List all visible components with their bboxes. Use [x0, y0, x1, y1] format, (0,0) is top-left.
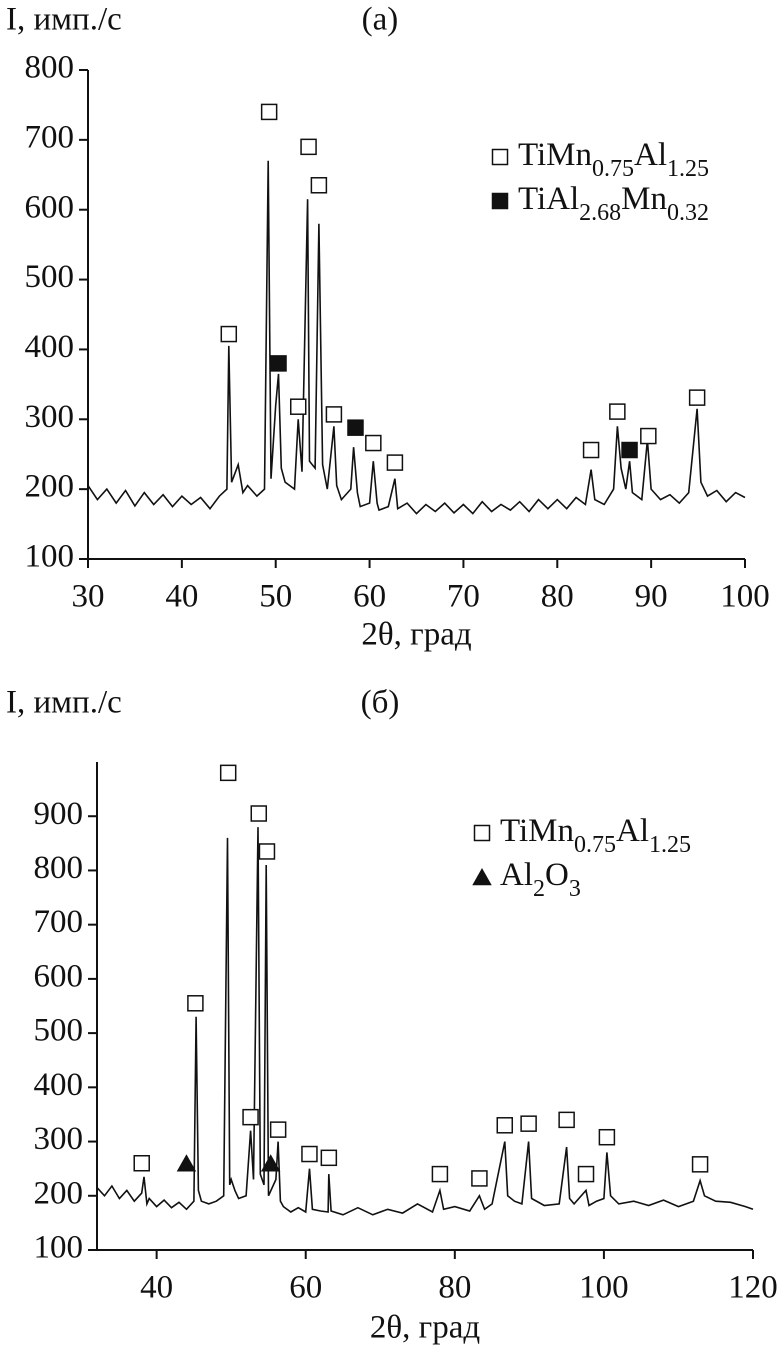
- peak-marker: [609, 403, 626, 420]
- peak-marker: [431, 1165, 449, 1183]
- peak-marker: [347, 419, 364, 436]
- peak-marker: [365, 434, 382, 452]
- x-tick-label: 80: [541, 579, 574, 615]
- peak-marker: [688, 389, 706, 406]
- y-tick-label: 800: [34, 850, 84, 886]
- y-tick-label: 500: [34, 1013, 84, 1049]
- chart-title: (a): [362, 2, 399, 38]
- y-tick-label: 400: [34, 1067, 84, 1103]
- peak-marker: [269, 1121, 287, 1138]
- x-tick-label: 80: [438, 1270, 471, 1306]
- y-tick-label: 300: [25, 399, 75, 435]
- diffraction-pattern: [87, 160, 746, 515]
- y-axis-label: I, имп./с: [6, 2, 122, 38]
- legend-symbol: [472, 868, 492, 886]
- peak-marker: [133, 1154, 150, 1172]
- peak-marker: [577, 1165, 595, 1183]
- peak-marker: [242, 1108, 259, 1126]
- x-tick-label: 120: [728, 1270, 778, 1306]
- peak-marker: [582, 441, 600, 459]
- x-tick-label: 60: [289, 1270, 322, 1306]
- peak-marker: [270, 355, 287, 372]
- y-tick-label: 700: [25, 119, 75, 155]
- x-axis-label: 2θ, град: [361, 617, 471, 653]
- peak-marker: [250, 805, 268, 822]
- chart-title: (б): [361, 685, 400, 721]
- y-tick-label: 600: [34, 958, 84, 994]
- peak-marker: [496, 1117, 514, 1134]
- x-tick-label: 30: [72, 579, 105, 615]
- x-tick-label: 100: [579, 1270, 629, 1306]
- x-tick-label: 90: [635, 579, 668, 615]
- y-tick-label: 400: [25, 329, 75, 365]
- x-tick-label: 50: [259, 579, 292, 615]
- x-tick-label: 100: [720, 579, 770, 615]
- legend-label: Al2O3: [500, 857, 581, 902]
- peak-marker: [621, 441, 638, 459]
- peak-marker: [310, 177, 328, 194]
- peak-marker: [258, 843, 276, 860]
- peak-marker: [320, 1149, 338, 1167]
- y-tick-label: 200: [25, 469, 75, 505]
- peak-marker: [598, 1128, 616, 1146]
- peak-marker: [220, 325, 238, 343]
- peak-marker: [691, 1156, 709, 1173]
- peak-marker: [558, 1111, 575, 1129]
- peak-marker: [640, 427, 657, 445]
- peak-marker: [260, 103, 278, 121]
- y-tick-label: 500: [25, 259, 75, 295]
- legend-symbol: [473, 824, 491, 842]
- diffraction-pattern: [96, 827, 754, 1216]
- legend-label: TiAl2.68Mn0.32: [518, 181, 709, 226]
- y-tick-label: 700: [34, 904, 84, 940]
- x-tick-label: 70: [447, 579, 480, 615]
- peak-marker: [325, 406, 343, 423]
- peak-marker: [187, 995, 204, 1012]
- peak-marker: [219, 764, 237, 782]
- legend-label: TiMn0.75Al1.25: [518, 137, 709, 182]
- y-axis-label: I, имп./с: [6, 685, 122, 721]
- peak-marker: [300, 138, 317, 156]
- peak-marker: [301, 1145, 318, 1163]
- x-tick-label: 60: [353, 579, 386, 615]
- y-tick-label: 100: [34, 1230, 84, 1266]
- peak-marker: [289, 398, 307, 415]
- x-axis-label: 2θ, град: [370, 1310, 480, 1346]
- y-tick-label: 900: [34, 796, 84, 832]
- peak-marker: [386, 454, 404, 471]
- y-tick-label: 300: [34, 1121, 84, 1157]
- x-tick-label: 40: [140, 1270, 173, 1306]
- x-tick-label: 40: [165, 579, 198, 615]
- y-tick-label: 600: [25, 189, 75, 225]
- legend-symbol: [491, 192, 509, 210]
- y-tick-label: 200: [34, 1175, 84, 1211]
- y-tick-label: 800: [25, 50, 75, 86]
- y-tick-label: 100: [25, 539, 75, 575]
- peak-marker: [260, 1154, 281, 1172]
- peak-marker: [520, 1115, 537, 1132]
- peak-marker: [176, 1154, 197, 1172]
- legend-symbol: [491, 148, 509, 166]
- peak-marker: [471, 1170, 488, 1187]
- legend-label: TiMn0.75Al1.25: [500, 813, 691, 858]
